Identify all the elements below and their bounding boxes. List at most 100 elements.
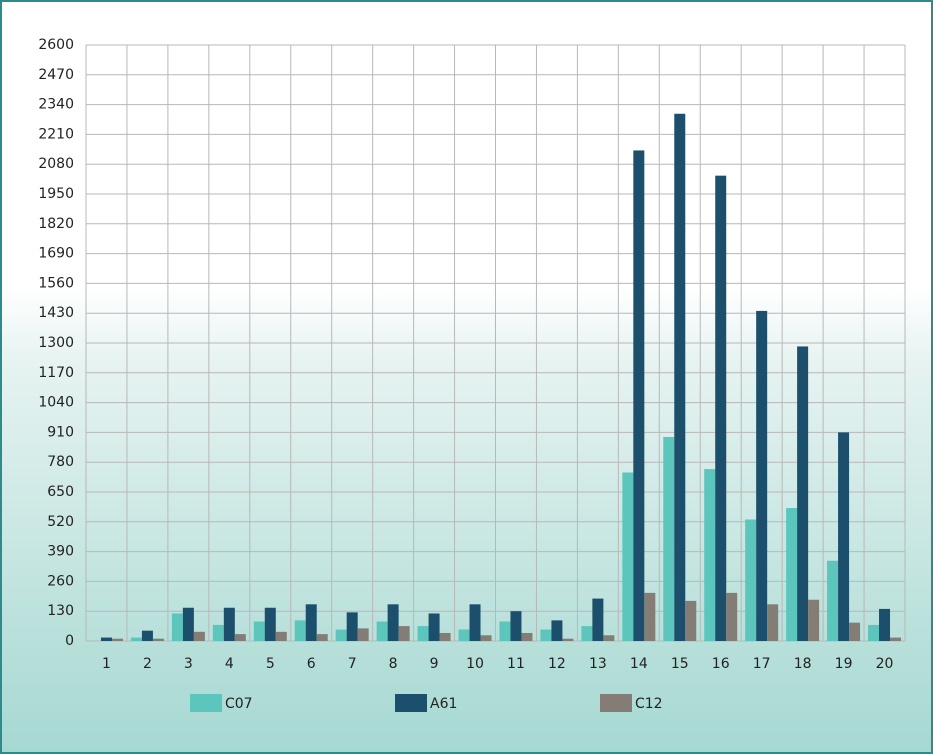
legend-label: C12 xyxy=(635,696,663,712)
y-tick-label: 2340 xyxy=(38,97,74,113)
bar xyxy=(182,607,194,641)
y-tick-label: 1040 xyxy=(38,395,74,411)
bar xyxy=(264,607,276,641)
bar xyxy=(592,598,604,641)
bar xyxy=(521,632,533,641)
x-tick-label: 4 xyxy=(225,656,234,672)
x-tick-label: 6 xyxy=(307,656,316,672)
bar xyxy=(633,150,645,641)
y-tick-label: 390 xyxy=(47,544,74,560)
bar xyxy=(581,626,593,641)
bar xyxy=(767,604,779,641)
x-tick-label: 9 xyxy=(430,656,439,672)
bar xyxy=(685,600,697,641)
x-tick-label: 20 xyxy=(876,656,894,672)
bar xyxy=(398,626,410,641)
bar xyxy=(540,629,552,641)
bar xyxy=(603,635,615,641)
bar xyxy=(745,519,757,641)
y-tick-label: 780 xyxy=(47,454,74,470)
bar xyxy=(316,634,328,641)
x-tick-label: 13 xyxy=(589,656,607,672)
y-tick-label: 910 xyxy=(47,424,74,440)
bar xyxy=(756,310,768,641)
bar xyxy=(141,630,153,641)
bar xyxy=(357,628,369,641)
x-tick-label: 17 xyxy=(753,656,771,672)
legend-swatch xyxy=(600,694,632,712)
bar xyxy=(879,608,891,641)
y-tick-label: 0 xyxy=(65,633,74,649)
bar xyxy=(234,634,246,641)
y-tick-label: 2470 xyxy=(38,67,74,83)
bar xyxy=(253,621,265,641)
y-tick-label: 520 xyxy=(47,514,74,530)
x-tick-label: 19 xyxy=(835,656,853,672)
x-tick-label: 15 xyxy=(671,656,689,672)
bar xyxy=(704,469,716,641)
bar xyxy=(100,637,112,641)
bar xyxy=(827,560,839,641)
bar xyxy=(510,611,522,641)
y-tick-label: 1950 xyxy=(38,186,74,202)
bar xyxy=(890,637,902,641)
bar xyxy=(622,472,634,641)
y-tick-label: 2080 xyxy=(38,156,74,172)
bar xyxy=(275,631,287,641)
bar xyxy=(111,638,123,641)
y-tick-label: 1300 xyxy=(38,335,74,351)
x-tick-label: 5 xyxy=(266,656,275,672)
bar xyxy=(458,629,470,641)
bar xyxy=(644,592,656,641)
bar xyxy=(797,346,809,641)
bar xyxy=(469,604,481,641)
bar xyxy=(171,613,183,641)
bar xyxy=(439,632,451,641)
bar xyxy=(223,607,235,641)
bar xyxy=(674,113,686,642)
bar xyxy=(193,631,205,641)
bar xyxy=(480,635,492,641)
bar xyxy=(212,624,224,641)
x-tick-label: 11 xyxy=(507,656,525,672)
bar xyxy=(562,638,574,641)
x-tick-label: 8 xyxy=(389,656,398,672)
legend-swatch xyxy=(190,694,222,712)
y-tick-label: 1430 xyxy=(38,305,74,321)
bar xyxy=(726,592,738,641)
x-tick-label: 12 xyxy=(548,656,566,672)
bar xyxy=(808,599,820,641)
bar xyxy=(428,613,440,641)
bar xyxy=(551,620,563,641)
y-tick-label: 1170 xyxy=(38,365,74,381)
legend-swatch xyxy=(395,694,427,712)
x-tick-label: 3 xyxy=(184,656,193,672)
y-tick-label: 1820 xyxy=(38,216,74,232)
y-tick-label: 2600 xyxy=(38,37,74,53)
bar xyxy=(499,621,511,641)
y-tick-label: 2210 xyxy=(38,126,74,142)
bar xyxy=(130,637,142,641)
y-tick-label: 650 xyxy=(47,484,74,500)
x-tick-label: 10 xyxy=(466,656,484,672)
bar xyxy=(663,436,675,641)
bar xyxy=(715,175,727,641)
x-tick-label: 16 xyxy=(712,656,730,672)
bar xyxy=(335,629,347,641)
bar xyxy=(868,624,880,641)
x-tick-label: 18 xyxy=(794,656,812,672)
bar xyxy=(387,604,399,641)
bar xyxy=(849,622,861,641)
x-tick-label: 7 xyxy=(348,656,357,672)
x-tick-label: 14 xyxy=(630,656,648,672)
bar xyxy=(346,612,358,641)
y-tick-label: 1690 xyxy=(38,246,74,262)
bar xyxy=(838,432,850,641)
y-tick-label: 1560 xyxy=(38,275,74,291)
bar xyxy=(294,620,306,641)
bar xyxy=(152,638,164,641)
y-tick-label: 130 xyxy=(47,603,74,619)
bar xyxy=(786,508,798,641)
x-tick-label: 2 xyxy=(143,656,152,672)
